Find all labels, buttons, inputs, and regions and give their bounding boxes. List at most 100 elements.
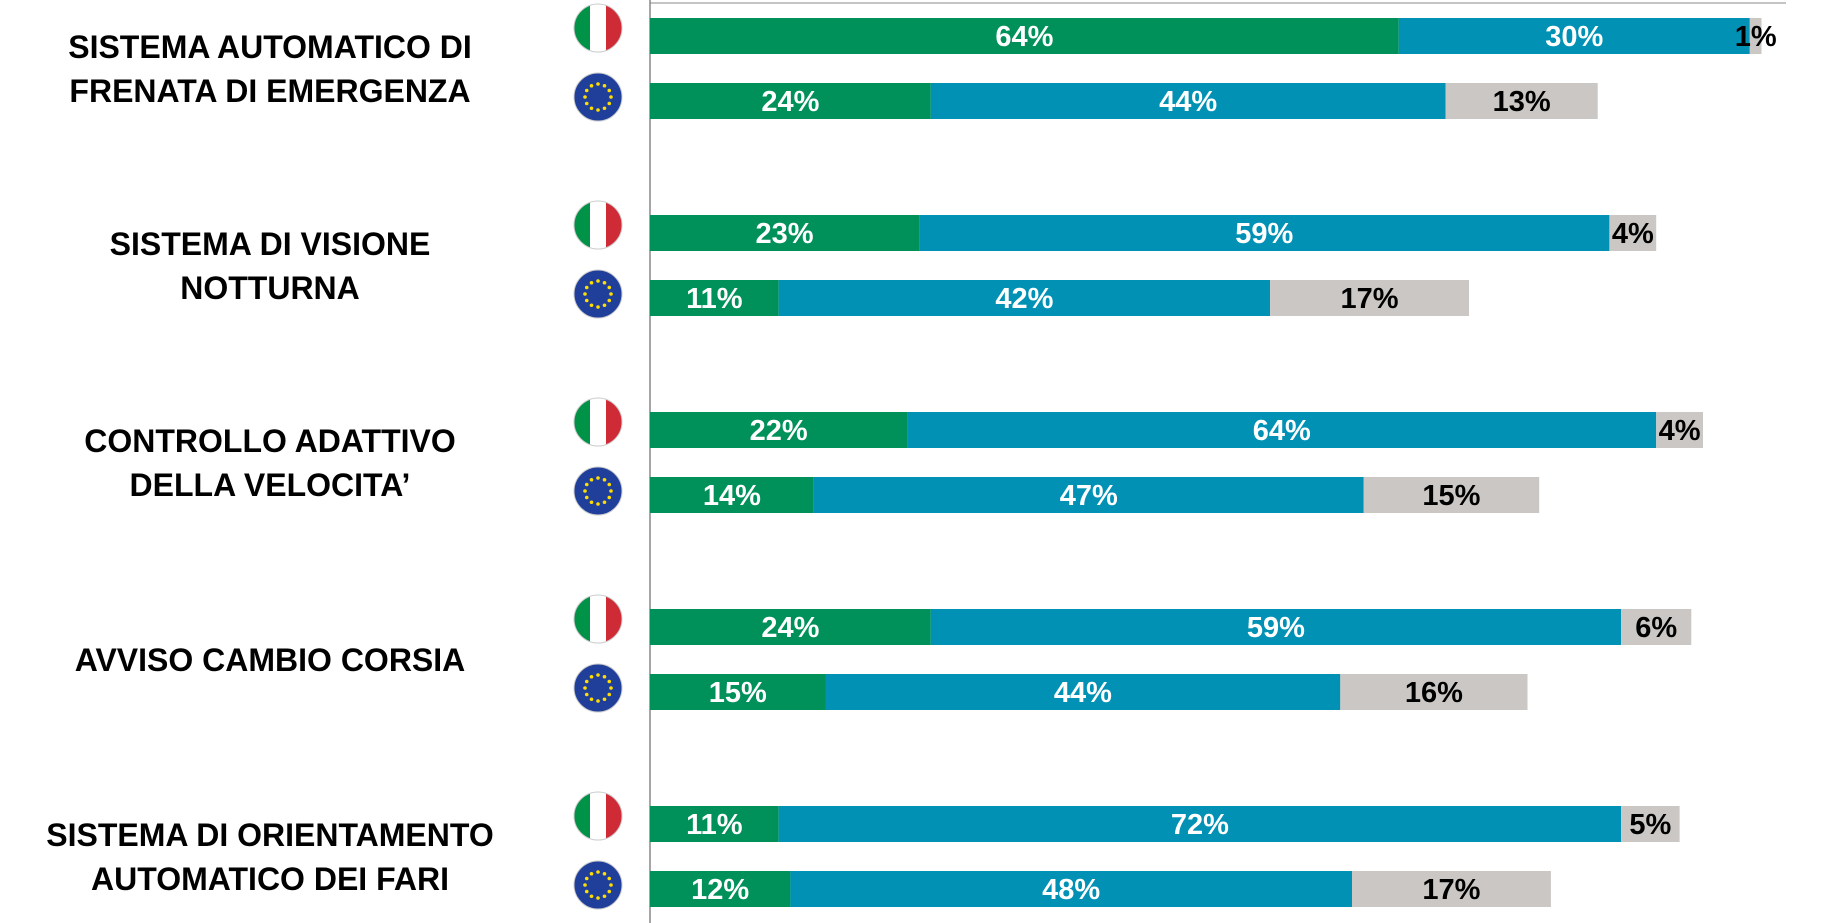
flag-border [573,594,623,644]
star [596,673,600,677]
value-label: 42% [995,283,1053,315]
stripe [574,201,590,249]
flag-it [573,791,623,841]
star [596,502,600,506]
bar-segment [1621,806,1680,842]
value-label: 12% [691,874,749,906]
star [596,108,600,112]
bar-segment [1656,412,1703,448]
flag-bg [573,466,623,516]
value-label: 22% [750,415,808,447]
flag-it-stripes [574,398,622,446]
bar-segment [919,215,1610,251]
value-label: 4% [1659,415,1701,447]
star [607,692,612,697]
star [602,500,607,505]
star [584,679,589,684]
flag-it [573,200,623,250]
bar-segment [650,609,931,645]
star [584,495,589,500]
star [589,871,594,876]
star [589,697,594,702]
value-label: 30% [1545,21,1603,53]
stripe [590,4,606,52]
flag-border [573,200,623,250]
stripe [590,595,606,643]
stripe [606,792,622,840]
star [596,476,600,480]
value-label: 23% [756,218,814,250]
stripe [590,201,606,249]
value-label: 72% [1171,809,1229,841]
star [589,83,594,88]
star [602,894,607,899]
bar-segment [1445,83,1598,119]
star [607,679,612,684]
star [602,674,607,679]
value-label: 24% [761,86,819,118]
flag-bg [573,72,623,122]
star [583,95,587,99]
bar-segment [1398,18,1750,54]
value-label: 59% [1247,612,1305,644]
value-label: 15% [1422,480,1480,512]
flag-eu [573,72,623,122]
bar-segment [1352,871,1551,907]
stripe [574,595,590,643]
star [584,889,589,894]
bar-segment [1749,18,1762,54]
bar-segment [1621,609,1692,645]
value-label: 48% [1042,874,1100,906]
flag-eu [573,860,623,910]
bar-segment [825,674,1341,710]
star [589,894,594,899]
value-label: 4% [1612,218,1654,250]
star [609,95,613,99]
value-label: 44% [1159,86,1217,118]
star [589,500,594,505]
flag-eu [573,466,623,516]
value-label: 17% [1422,874,1480,906]
value-label: 13% [1493,86,1551,118]
star [609,292,613,296]
flag-bg [573,269,623,319]
star [584,298,589,303]
star [609,686,613,690]
star [602,280,607,285]
bar-segment [778,806,1622,842]
star [583,489,587,493]
star [584,88,589,93]
star [602,477,607,482]
flag-it [573,397,623,447]
star [607,876,612,881]
value-label: 1% [1735,21,1777,53]
star [602,871,607,876]
bar-segment [813,477,1364,513]
value-label: 47% [1060,480,1118,512]
flag-it-stripes [574,4,622,52]
bar-segment [650,674,826,710]
star [607,889,612,894]
star [609,489,613,493]
bar-segment [650,215,920,251]
bar-segment [1609,215,1657,251]
flag-border [573,397,623,447]
stripe [574,792,590,840]
bar-segment [650,806,779,842]
star [596,305,600,309]
flag-it-stripes [574,792,622,840]
flag-it-stripes [574,201,622,249]
flag-eu [573,663,623,713]
star [589,674,594,679]
star [589,477,594,482]
star [596,699,600,703]
star [607,88,612,93]
bar-segment [1340,674,1528,710]
star [589,106,594,111]
bar-segment [1363,477,1540,513]
bar-segment [650,871,791,907]
star [584,101,589,106]
stripe [606,201,622,249]
star [602,303,607,308]
